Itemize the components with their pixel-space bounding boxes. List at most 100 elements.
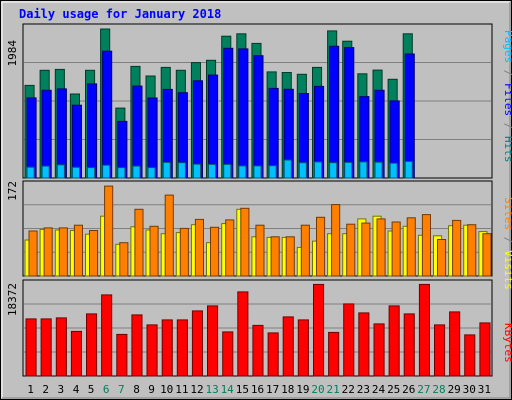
bar-pages-day-22 [344, 161, 353, 179]
bar-kbytes-day-30 [464, 334, 476, 377]
bar-kbytes-day-19 [297, 319, 309, 377]
bar-sites-day-21 [331, 204, 341, 277]
bar-sites-day-5 [89, 230, 99, 277]
legend-part-1: / [502, 230, 512, 250]
bar-sites-day-4 [73, 224, 84, 277]
x-tick-label: 24 [372, 383, 386, 396]
bar-pages-day-14 [223, 163, 232, 179]
bar-files-day-6 [102, 50, 113, 179]
bar-pages-day-26 [404, 160, 413, 179]
bar-sites-day-27 [421, 214, 431, 277]
bar-files-day-17 [268, 87, 279, 179]
bar-pages-day-13 [208, 163, 217, 179]
bar-sites-day-17 [270, 236, 280, 277]
bar-sites-day-3 [58, 227, 68, 277]
legend-part-2: Visits [502, 250, 512, 290]
x-tick-label: 1 [27, 383, 34, 396]
x-tick-label: 8 [133, 383, 140, 396]
bar-kbytes-day-8 [131, 314, 143, 377]
bar-pages-day-23 [359, 161, 368, 179]
bar-sites-day-26 [406, 217, 416, 277]
bar-files-day-13 [208, 74, 219, 179]
x-tick-label: 27 [417, 383, 430, 396]
bar-kbytes-day-17 [267, 332, 279, 377]
bar-sites-day-28 [437, 239, 447, 277]
bar-files-day-5 [87, 83, 98, 179]
bar-sites-day-30 [467, 224, 477, 277]
x-tick-label: 14 [221, 383, 235, 396]
bar-pages-day-8 [132, 165, 141, 179]
x-axis-labels: 1 2 3 4 5 6 7 8 9 10 11 12 13 14 15 16 17 18 19 20 21 22 23 24 2… [27, 383, 491, 396]
bar-files-day-1 [26, 97, 37, 179]
panel-kbytes-bars [25, 283, 491, 377]
x-tick-label: 11 [175, 383, 188, 396]
x-tick-label: 4 [73, 383, 80, 396]
bar-sites-day-11 [179, 227, 189, 277]
bar-sites-day-18 [285, 236, 295, 277]
bar-sites-day-7 [119, 242, 129, 277]
bar-kbytes-day-2 [40, 318, 52, 377]
legend-part-1: / [502, 63, 512, 83]
bar-kbytes-day-24 [373, 323, 385, 377]
panel-visits-bars [24, 185, 492, 277]
bar-kbytes-day-1 [25, 318, 37, 377]
x-tick-label: 3 [57, 383, 64, 396]
bar-kbytes-day-28 [434, 324, 446, 377]
x-tick-label: 18 [281, 383, 294, 396]
bar-pages-day-10 [162, 161, 171, 179]
panel-hits-max-label: 1984 [6, 40, 19, 67]
bar-sites-day-29 [452, 219, 462, 277]
bar-kbytes-day-3 [55, 317, 67, 377]
bar-pages-day-18 [283, 159, 292, 179]
bar-files-day-26 [404, 53, 415, 179]
bar-pages-day-9 [147, 167, 156, 179]
bar-pages-day-20 [314, 161, 323, 179]
bar-kbytes-day-21 [328, 331, 340, 377]
bar-files-day-9 [147, 97, 158, 179]
bar-kbytes-day-7 [116, 333, 128, 377]
bar-sites-day-2 [43, 227, 53, 277]
bar-sites-day-31 [482, 233, 492, 277]
bar-pages-day-2 [41, 165, 50, 179]
legend-part-0: Pages [502, 30, 512, 63]
x-tick-label: 16 [251, 383, 264, 396]
bar-files-day-12 [192, 80, 203, 179]
bar-pages-day-16 [253, 165, 262, 179]
bar-kbytes-day-27 [418, 283, 430, 377]
bar-pages-day-7 [117, 167, 126, 179]
bar-kbytes-day-25 [388, 305, 400, 377]
bar-pages-day-12 [192, 163, 201, 179]
bar-sites-day-20 [316, 216, 326, 277]
bar-sites-day-8 [134, 208, 144, 277]
bar-sites-day-22 [346, 223, 356, 277]
bar-pages-day-24 [374, 161, 383, 179]
x-tick-label: 10 [160, 383, 173, 396]
x-tick-label: 2 [42, 383, 49, 396]
x-tick-label: 7 [118, 383, 125, 396]
bar-kbytes-day-6 [101, 294, 113, 377]
panel-hits-files-pages: 1984 Pages / Files / Hits [6, 23, 512, 179]
bar-sites-day-23 [361, 222, 371, 277]
bar-sites-day-9 [149, 225, 159, 277]
bar-sites-day-24 [376, 218, 386, 277]
panel-kbytes-max-label: 18372 [6, 283, 19, 316]
x-tick-label: 13 [205, 383, 218, 396]
x-tick-label: 17 [266, 383, 279, 396]
bar-sites-day-19 [300, 224, 310, 277]
panel-hits-bars [24, 28, 415, 179]
bar-kbytes-day-9 [146, 324, 158, 377]
x-tick-label: 20 [311, 383, 324, 396]
x-tick-label: 26 [402, 383, 415, 396]
legend-part-0: KBytes [502, 323, 512, 363]
bar-kbytes-day-5 [86, 313, 98, 377]
panel-kbytes: 18372 KBytes [6, 279, 512, 377]
bar-kbytes-day-15 [237, 291, 249, 377]
x-tick-label: 6 [103, 383, 110, 396]
legend-part-2: Files [502, 83, 512, 116]
bar-sites-day-25 [391, 221, 401, 277]
bar-sites-day-16 [255, 224, 265, 277]
x-tick-label: 28 [432, 383, 445, 396]
bar-kbytes-day-29 [449, 311, 461, 377]
